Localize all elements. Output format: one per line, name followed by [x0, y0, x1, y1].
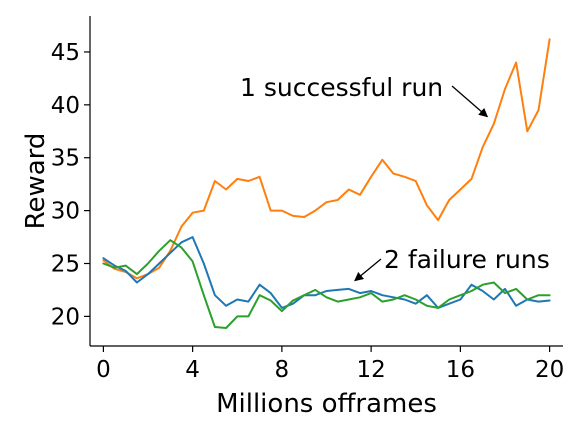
- y-tick-label: 25: [51, 252, 80, 278]
- x-axis-label: Millions offrames: [216, 389, 437, 419]
- x-tick-label: 20: [535, 357, 564, 383]
- y-axis-label: Reward: [21, 133, 51, 230]
- annotation-successful-run: 1 successful run: [240, 73, 443, 102]
- x-ticks: 0 4 8 12 16 20: [96, 346, 564, 383]
- failure-run-2-line: [102, 239, 551, 329]
- x-tick-label: 0: [96, 357, 111, 383]
- series-layer: [102, 38, 551, 329]
- annotation-failure-runs: 2 failure runs: [384, 245, 550, 274]
- x-tick-label: 12: [356, 357, 385, 383]
- x-tick-label: 8: [275, 357, 290, 383]
- annotation-arrow-failure-runs: [354, 258, 382, 282]
- x-tick-label: 4: [185, 357, 200, 383]
- y-tick-label: 45: [51, 40, 80, 66]
- x-tick-label: 16: [446, 357, 475, 383]
- annotation-arrow-successful-run: [451, 85, 489, 118]
- successful-run-line: [102, 38, 551, 280]
- y-ticks: 20 25 30 35 40 45: [51, 40, 90, 330]
- y-tick-label: 35: [51, 146, 80, 172]
- annotations: 1 successful run 2 failure runs: [240, 73, 550, 282]
- y-tick-label: 40: [51, 93, 80, 119]
- y-tick-label: 20: [51, 304, 80, 330]
- y-tick-label: 30: [51, 199, 80, 225]
- axes: [89, 16, 563, 347]
